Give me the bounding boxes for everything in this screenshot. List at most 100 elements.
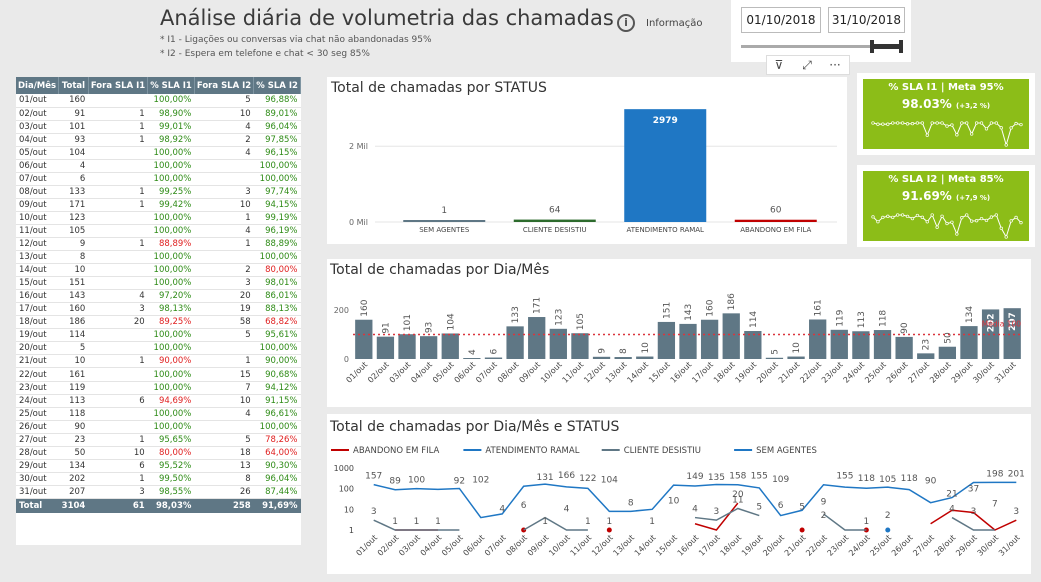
series-line[interactable]: [951, 516, 995, 531]
table-cell: 100,00%: [253, 420, 301, 434]
series-line[interactable]: [373, 519, 460, 531]
daily-bar[interactable]: [484, 357, 503, 359]
daily-bar[interactable]: [506, 326, 524, 359]
slider-end-handle[interactable]: [899, 40, 903, 53]
sparkline-point: [999, 226, 1003, 230]
legend-label[interactable]: ABANDONO EM FILA: [353, 446, 440, 456]
table-header-cell[interactable]: Total: [58, 77, 89, 94]
daily-bar[interactable]: [355, 319, 373, 359]
info-label[interactable]: Informação: [646, 18, 703, 29]
legend-label[interactable]: ATENDIMENTO RAMAL: [485, 446, 579, 456]
sparkline-point: [1004, 143, 1008, 147]
table-cell: 6: [88, 459, 148, 473]
status-bar[interactable]: [624, 109, 707, 222]
table-header-cell[interactable]: Dia/Mês: [16, 77, 60, 94]
sparkline-point: [945, 124, 949, 128]
kpi2-card[interactable]: % SLA I2 | Meta 85% 91.69% (+7,9 %): [863, 171, 1029, 241]
table-cell: 30/out: [16, 472, 59, 486]
focus-mode-icon[interactable]: ⤢: [802, 58, 812, 72]
table-header-cell[interactable]: % SLA I2: [253, 77, 301, 94]
daily-bar[interactable]: [592, 356, 611, 359]
daily-bar[interactable]: [679, 323, 697, 359]
sparkline-point: [984, 127, 989, 131]
daily-bar[interactable]: [398, 334, 416, 359]
legend-label[interactable]: CLIENTE DESISTIU: [624, 446, 701, 456]
daily-bar[interactable]: [636, 356, 654, 359]
daily-bar[interactable]: [376, 336, 395, 359]
daily-bar[interactable]: [873, 330, 892, 359]
table-header-cell[interactable]: % SLA I1: [147, 77, 195, 94]
table-cell: 18: [194, 446, 254, 460]
daily-bar[interactable]: [852, 331, 870, 359]
table-cell: [88, 407, 148, 421]
daily-bar[interactable]: [938, 346, 956, 359]
series-line[interactable]: [523, 516, 588, 531]
daily-bar[interactable]: [549, 328, 567, 359]
daily-bar[interactable]: [528, 317, 546, 359]
daily-bar[interactable]: [895, 336, 913, 359]
daily-bar[interactable]: [614, 357, 632, 359]
daily-bar[interactable]: [744, 331, 762, 359]
daily-bar[interactable]: [960, 326, 978, 359]
daily-bar[interactable]: [463, 358, 481, 359]
date-range-slider[interactable]: [741, 45, 903, 48]
more-options-icon[interactable]: ···: [829, 58, 841, 72]
table-header-cell[interactable]: Fora SLA I1: [88, 77, 149, 94]
sparkline-point: [940, 121, 944, 125]
series-line[interactable]: [694, 507, 760, 521]
date-start-input[interactable]: 01/10/2018: [741, 7, 821, 33]
date-filter-panel: 01/10/2018 31/10/2018: [731, 0, 911, 62]
bar-value-label: 90: [900, 322, 910, 334]
series-point[interactable]: [799, 527, 805, 533]
table-cell: 207: [58, 485, 89, 499]
y-tick-label: 1000: [334, 464, 354, 473]
series-line[interactable]: [373, 481, 1017, 519]
point-value-label: 3: [714, 507, 720, 517]
table-row: 15/out 151 100,00% 3 98,01%: [16, 276, 301, 291]
date-end-input[interactable]: 31/10/2018: [828, 7, 905, 33]
sparkline-point: [999, 126, 1003, 130]
daily-bar[interactable]: [722, 313, 740, 359]
daily-bar[interactable]: [700, 319, 719, 359]
status-bar[interactable]: [513, 219, 596, 222]
status-bar[interactable]: [734, 219, 817, 222]
daily-bar[interactable]: [441, 333, 459, 359]
x-tick-label: 14/out: [625, 360, 650, 385]
table-row: 02/out 91 1 98,90% 10 89,01%: [16, 107, 301, 121]
table-header-cell[interactable]: Fora SLA I2: [194, 77, 255, 94]
series-line[interactable]: [930, 509, 1017, 531]
daily-bar[interactable]: [420, 336, 438, 359]
point-value-label: 158: [729, 472, 746, 482]
kpi1-card[interactable]: % SLA I1 | Meta 95% 98.03% (+3,2 %): [863, 79, 1029, 149]
daily-bar[interactable]: [1003, 308, 1021, 359]
sparkline-point: [979, 121, 984, 125]
daily-bar[interactable]: [787, 356, 805, 359]
point-value-label: 1: [392, 517, 398, 527]
table-cell: 6: [58, 172, 89, 186]
daily-bar[interactable]: [830, 329, 848, 359]
filter-icon[interactable]: ⊽: [774, 58, 784, 72]
x-tick-label: 19/out: [740, 533, 765, 558]
series-line[interactable]: [823, 513, 867, 531]
info-icon[interactable]: i: [617, 14, 635, 32]
daily-bar[interactable]: [981, 309, 1000, 359]
sparkline-point: [1019, 221, 1023, 225]
daily-bar[interactable]: [765, 357, 784, 359]
series-point[interactable]: [606, 527, 612, 533]
table-cell: 25/out: [16, 407, 59, 421]
daily-bar[interactable]: [571, 333, 589, 359]
x-tick-label: 09/out: [526, 533, 551, 558]
table-cell: 06/out: [16, 159, 59, 173]
legend-label[interactable]: SEM AGENTES: [756, 446, 817, 456]
table-cell: 19/out: [16, 328, 59, 343]
sparkline-point: [1019, 122, 1023, 127]
daily-bar[interactable]: [917, 353, 935, 359]
daily-bar[interactable]: [809, 319, 827, 359]
point-value-label: 92: [454, 476, 465, 486]
table-cell: 03/out: [16, 120, 59, 134]
status-bar[interactable]: [403, 220, 486, 222]
slider-start-handle[interactable]: [870, 40, 874, 53]
daily-bar[interactable]: [657, 321, 676, 359]
table-cell: 80,00%: [253, 263, 301, 278]
series-point[interactable]: [885, 527, 891, 533]
